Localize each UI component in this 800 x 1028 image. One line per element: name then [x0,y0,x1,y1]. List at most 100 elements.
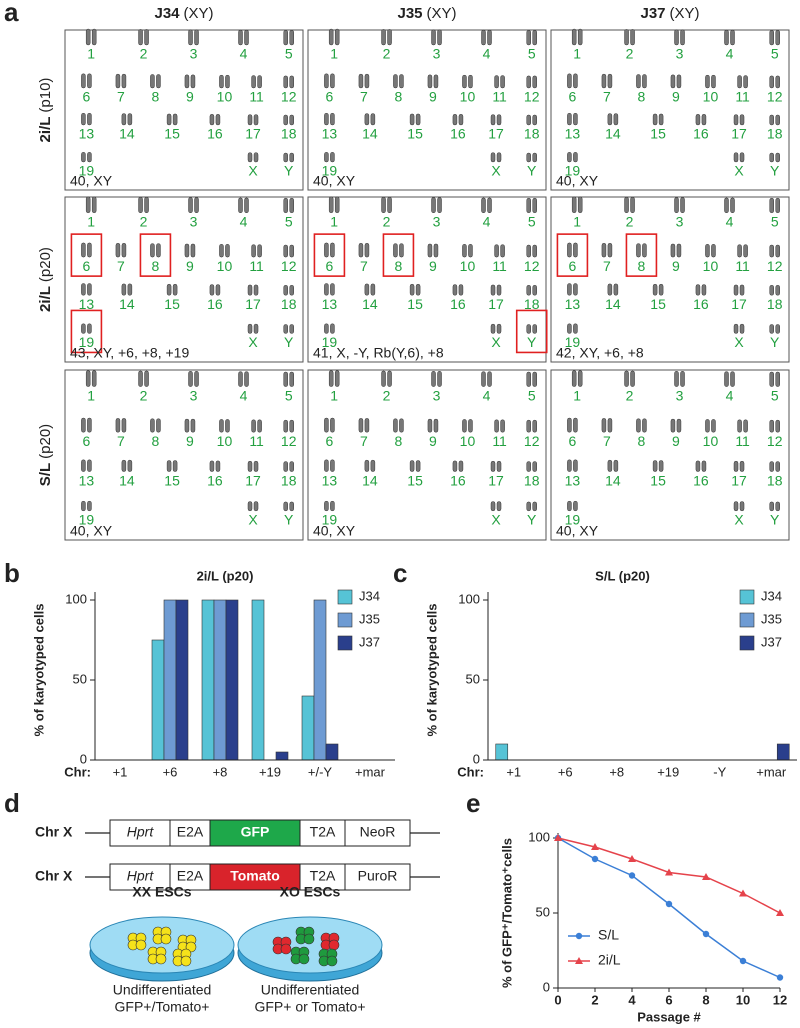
chromosome-label: 12 [281,433,297,449]
chromosome [496,501,502,512]
chromosome [695,460,701,472]
dish-caption: Undifferentiated [261,982,360,998]
chromosome [330,500,335,512]
chromosome [567,73,572,89]
chromosome [769,152,774,163]
chromosome [636,74,641,89]
chromosome [701,460,707,472]
chromosome [215,114,221,126]
chromosome-label: 12 [767,433,783,449]
chromosome [490,284,496,296]
chromosome-label: 3 [190,213,198,229]
chromosome [87,283,92,296]
chromosome [415,460,421,472]
chromosome [330,417,335,433]
chromosome-label: 11 [735,89,750,105]
karyotype-formula: 40, XY [313,173,356,189]
bar [275,751,289,761]
chromosome [381,370,386,387]
chromosome [115,242,121,258]
chromosome [289,244,294,258]
chromosome [642,418,647,433]
chromosome [462,419,467,433]
chromosome-label: 8 [152,433,160,449]
chromosome [87,242,92,258]
chromosome [636,243,641,258]
chromosome [433,243,439,258]
chromosome [769,197,774,214]
chromosome-label: X [734,163,744,179]
chromosome-label: Y [284,512,294,528]
chromosome-label: X [491,334,501,350]
chromosome [705,419,710,433]
y-tick-label: 0 [543,979,550,994]
chromosome [487,197,492,214]
y-tick-label: 0 [80,751,87,766]
chromosome [188,371,193,387]
chromosome-label: 2 [140,387,148,403]
chromosome-label: 16 [207,472,223,488]
chromosome [370,283,376,296]
chromosome-label: 9 [186,258,194,274]
chromosome [743,244,748,258]
chromosome [532,114,537,126]
bar [495,743,509,761]
construct-segment-label: Hprt [127,824,155,840]
chromosome [613,283,619,296]
chromosome [701,284,707,296]
karyotype-formula: 40, XY [556,173,599,189]
chromosome-label: 17 [488,296,504,312]
chromosome [739,284,745,296]
chromosome-label: X [248,334,258,350]
chromosome [289,114,294,126]
chromosome [652,283,658,296]
chromosome [399,243,404,258]
chromosome-label: X [491,163,501,179]
chromosome [184,418,190,433]
chromosome [81,73,86,89]
chromosome [739,501,745,512]
chromosome-label: 8 [395,89,403,105]
chromosome [532,197,537,214]
chromosome [526,197,531,214]
row-medium: S/L [37,463,54,486]
chromosome-label: 9 [429,258,437,274]
chromosome [121,459,127,472]
chromosome [636,418,641,433]
chromosome-label: 16 [207,296,223,312]
chromosome [481,371,486,387]
chromosome-label: 10 [217,433,233,449]
chromosome-label: 14 [605,296,621,312]
x-tick-label: 2 [591,992,598,1007]
x-axis-label: Chr: [457,764,484,779]
construct-segment [299,819,346,847]
chromosome-label: 18 [767,472,783,488]
chromosome-label: X [248,512,258,528]
chromosome-label: 9 [186,433,194,449]
chromosome-label: 16 [207,126,223,142]
x-tick-label: 8 [702,992,709,1007]
chromosome [289,75,294,89]
chromosome [769,501,774,512]
chromosome [567,242,572,258]
chromosome [452,284,458,296]
chromosome [190,243,196,258]
chromosome-label: 10 [217,89,233,105]
legend-swatch [337,589,353,605]
chromosome [81,459,86,472]
chromosome [358,418,364,433]
chromosome-label: 15 [650,472,666,488]
chromosome [607,283,613,296]
chromosome-label: 16 [450,126,466,142]
chromosome [253,284,259,296]
chromosome [775,324,780,334]
chromosome [573,500,578,512]
chromosome [496,114,502,126]
karyotype-formula: 42, XY, +6, +8 [556,345,644,361]
chromosome [658,283,664,296]
chromosome [209,460,215,472]
chromosome-label: 10 [217,258,233,274]
chromosome [225,74,230,89]
x-tick-label: -Y [713,764,726,779]
chromosome [624,370,629,387]
